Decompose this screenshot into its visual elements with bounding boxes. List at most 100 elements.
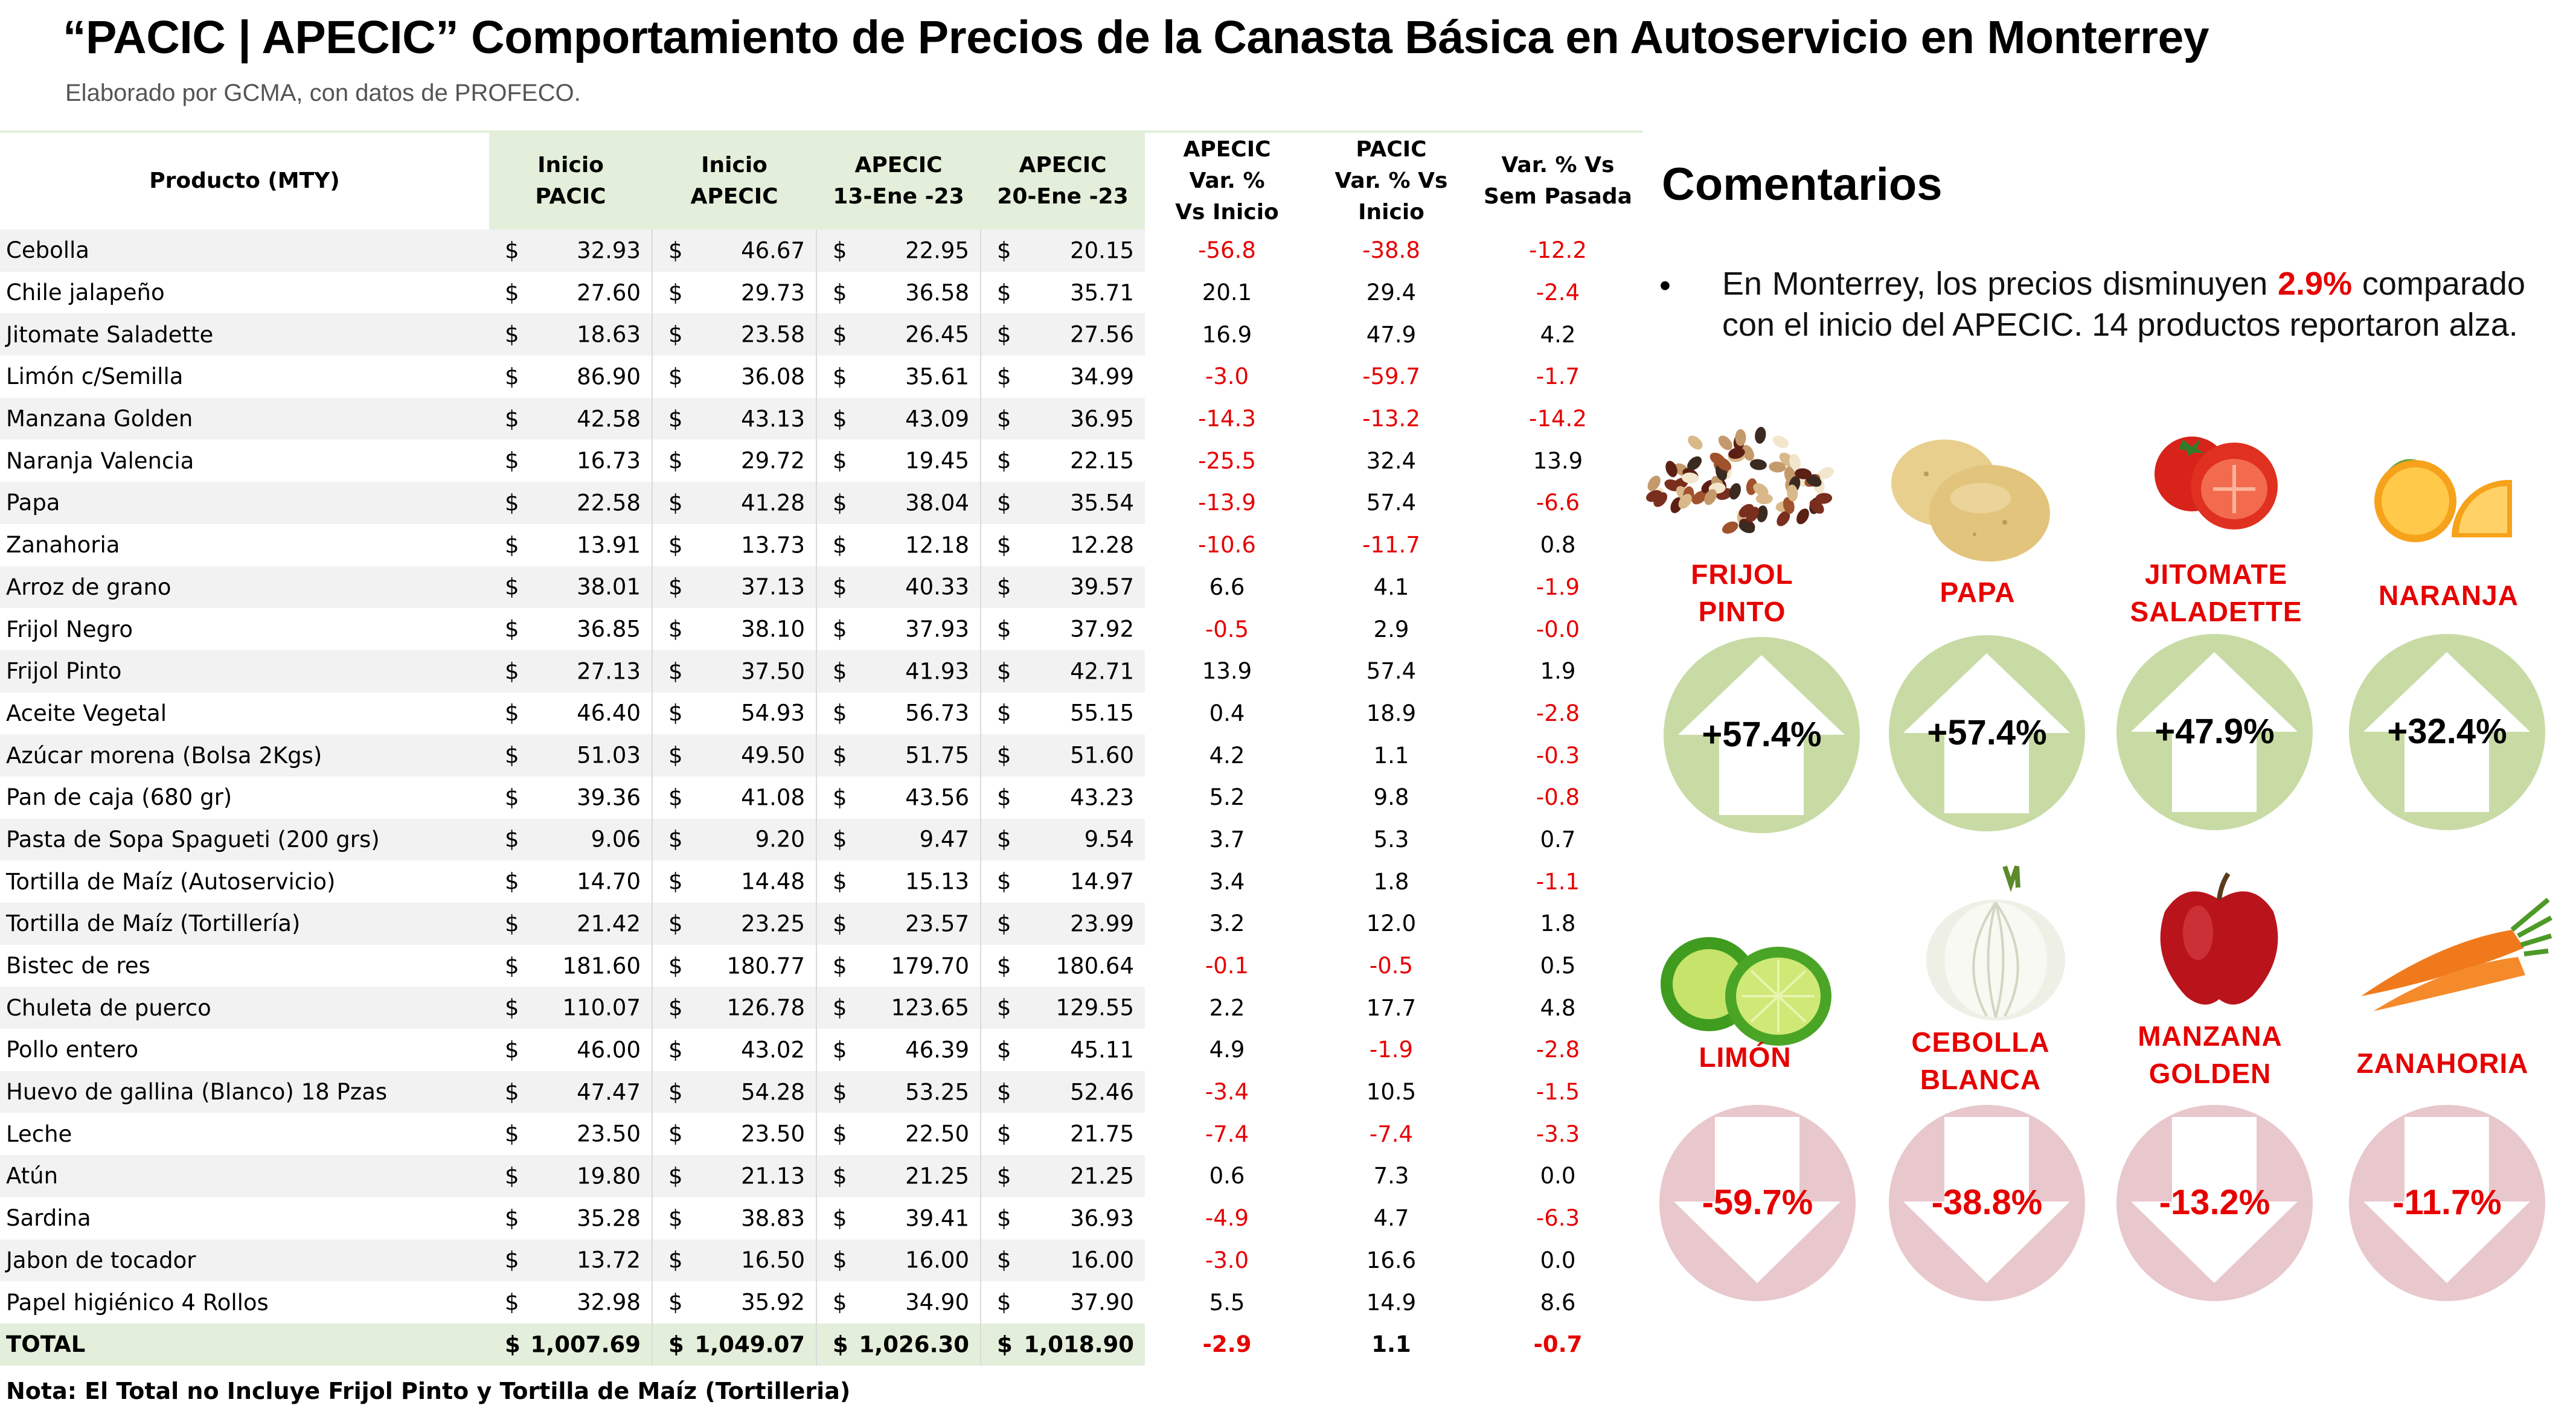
- price-value: 29.73: [741, 280, 805, 306]
- price-cell: $42.71: [980, 650, 1145, 693]
- currency-symbol: $: [997, 574, 1011, 600]
- price-cell: $37.92: [980, 608, 1145, 650]
- currency-symbol: $: [833, 363, 847, 390]
- price-value: 36.93: [1070, 1205, 1134, 1232]
- price-value: 41.93: [905, 658, 969, 685]
- variation-cell: 57.4: [1366, 658, 1417, 685]
- currency-symbol: $: [833, 1121, 847, 1147]
- price-value: 42.71: [1070, 658, 1134, 685]
- comments-text-before: En Monterrey, los precios disminuyen: [1722, 266, 2268, 302]
- variation-cell: 3.7: [1209, 826, 1245, 853]
- currency-symbol: $: [668, 1079, 683, 1105]
- variation-cell: -2.9: [1145, 1323, 1309, 1366]
- currency-symbol: $: [833, 1079, 847, 1105]
- decrease-label-limon: LIMÓN: [1699, 1041, 1792, 1073]
- table-row: Bistec de res $181.60 $180.77 $179.70 $180.6…: [0, 944, 1642, 987]
- variation-cell: 12.0: [1366, 910, 1417, 937]
- page-subtitle: Elaborado por GCMA, con datos de PROFECO…: [65, 80, 581, 106]
- beans-icon: [1646, 426, 1834, 534]
- price-cell: $47.47: [489, 1070, 652, 1113]
- table-row: Azúcar morena (Bolsa 2Kgs) $51.03 $49.50 $5…: [0, 734, 1642, 776]
- price-cell: $37.93: [816, 608, 981, 650]
- price-cell: $45.11: [980, 1029, 1145, 1071]
- product-name: Leche: [6, 1121, 72, 1147]
- price-value: 9.54: [1084, 826, 1134, 853]
- price-value: 46.40: [577, 700, 641, 726]
- currency-symbol: $: [997, 1163, 1011, 1189]
- table-row: Aceite Vegetal $46.40 $54.93 $56.73 $55.15 0.…: [0, 692, 1642, 735]
- currency-symbol: $: [668, 826, 683, 853]
- table-row: Zanahoria $13.91 $13.73 $12.18 $12.28 -10.6 -1…: [0, 523, 1642, 566]
- price-value: 12.28: [1070, 532, 1134, 558]
- variation-cell: 20.1: [1202, 280, 1252, 306]
- price-cell: $14.48: [652, 860, 816, 903]
- currency-symbol: $: [668, 953, 683, 979]
- price-cell: $43.02: [652, 1029, 816, 1071]
- currency-symbol: $: [997, 700, 1011, 726]
- price-cell: $21.75: [980, 1113, 1145, 1156]
- variation-cell: 8.6: [1540, 1289, 1576, 1316]
- price-cell: $46.40: [489, 693, 652, 735]
- price-cell: $181.60: [489, 945, 652, 987]
- currency-symbol: $: [833, 532, 847, 558]
- price-cell: $22.50: [816, 1113, 981, 1156]
- currency-symbol: $: [668, 280, 683, 306]
- price-cell: $1,049.07: [652, 1323, 816, 1366]
- comments-bullet: •: [1659, 267, 1671, 304]
- currency-symbol: $: [505, 953, 519, 979]
- currency-symbol: $: [505, 363, 519, 390]
- variation-cell: -3.0: [1205, 363, 1249, 390]
- price-value: 9.06: [591, 826, 641, 853]
- arrow-up-icon: [2363, 652, 2530, 812]
- variation-cell: 47.9: [1366, 321, 1417, 348]
- variation-cell: -59.7: [1362, 363, 1420, 390]
- price-cell: $27.60: [489, 272, 652, 314]
- price-cell: $179.70: [816, 944, 981, 987]
- price-cell: $52.46: [980, 1070, 1145, 1113]
- price-cell: $43.09: [816, 397, 981, 440]
- currency-symbol: $: [668, 1205, 683, 1232]
- price-value: 23.25: [741, 910, 805, 937]
- price-value: 27.13: [577, 658, 641, 685]
- table-row: Pan de caja (680 gr) $39.36 $41.08 $43.56 $4…: [0, 776, 1642, 819]
- apple-icon: [2160, 872, 2278, 1005]
- price-cell: $38.10: [652, 608, 816, 650]
- currency-symbol: $: [833, 1247, 847, 1273]
- price-cell: $13.72: [489, 1239, 652, 1282]
- variation-cell: 32.4: [1366, 447, 1417, 474]
- currency-symbol: $: [505, 868, 519, 895]
- price-cell: $46.67: [652, 229, 816, 272]
- price-value: 47.47: [577, 1079, 641, 1105]
- price-value: 16.73: [577, 447, 641, 474]
- currency-symbol: $: [833, 1289, 847, 1316]
- header-producto: Producto (MTY): [0, 132, 489, 229]
- variation-cell: 6.6: [1209, 574, 1245, 600]
- price-cell: $19.80: [489, 1155, 652, 1197]
- price-value: 32.93: [577, 237, 641, 264]
- price-cell: $13.91: [489, 524, 652, 566]
- currency-symbol: $: [668, 406, 683, 432]
- currency-symbol: $: [997, 490, 1011, 516]
- price-value: 13.73: [741, 532, 805, 558]
- currency-symbol: $: [668, 1289, 683, 1316]
- price-cell: $43.13: [652, 397, 816, 440]
- currency-symbol: $: [505, 574, 519, 600]
- variation-cell: -14.3: [1198, 406, 1256, 432]
- product-name: Tortilla de Maíz (Autoservicio): [6, 868, 336, 895]
- price-cell: $14.70: [489, 860, 652, 903]
- variation-cell: 14.9: [1366, 1289, 1417, 1316]
- price-value: 18.63: [577, 321, 641, 348]
- price-cell: $51.60: [980, 734, 1145, 776]
- price-value: 126.78: [726, 994, 805, 1021]
- variation-cell: 1.8: [1540, 910, 1576, 937]
- variation-cell: -3.4: [1205, 1079, 1249, 1105]
- price-value: 1,018.90: [1024, 1331, 1134, 1358]
- variation-cell: 9.8: [1373, 784, 1409, 811]
- price-value: 27.56: [1070, 321, 1134, 348]
- arrow-up-icon: [1678, 655, 1845, 815]
- currency-symbol: $: [505, 1079, 519, 1105]
- currency-symbol: $: [668, 742, 683, 769]
- currency-symbol: $: [997, 868, 1011, 895]
- product-name: Cebolla: [0, 229, 489, 272]
- variation-cell: -0.0: [1536, 616, 1580, 642]
